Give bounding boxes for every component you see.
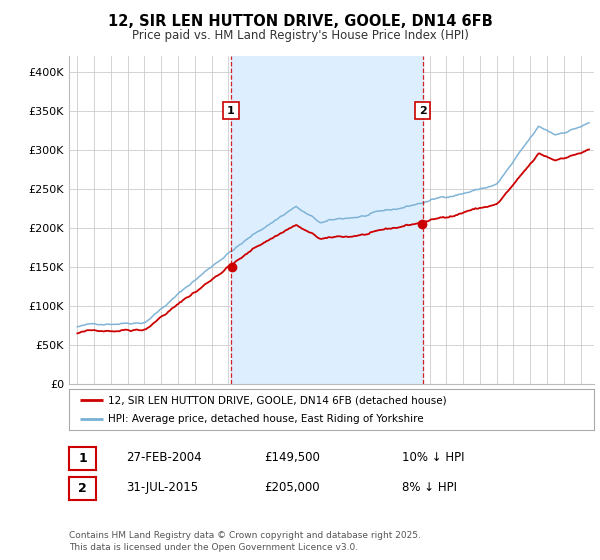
- Text: £205,000: £205,000: [264, 480, 320, 494]
- Text: 12, SIR LEN HUTTON DRIVE, GOOLE, DN14 6FB (detached house): 12, SIR LEN HUTTON DRIVE, GOOLE, DN14 6F…: [109, 395, 447, 405]
- Text: 2: 2: [419, 106, 427, 115]
- Text: 10% ↓ HPI: 10% ↓ HPI: [402, 451, 464, 464]
- Text: 31-JUL-2015: 31-JUL-2015: [126, 480, 198, 494]
- Text: 2: 2: [78, 482, 87, 495]
- Text: 27-FEB-2004: 27-FEB-2004: [126, 451, 202, 464]
- Text: 12, SIR LEN HUTTON DRIVE, GOOLE, DN14 6FB: 12, SIR LEN HUTTON DRIVE, GOOLE, DN14 6F…: [107, 14, 493, 29]
- Text: 8% ↓ HPI: 8% ↓ HPI: [402, 480, 457, 494]
- Text: Contains HM Land Registry data © Crown copyright and database right 2025.
This d: Contains HM Land Registry data © Crown c…: [69, 531, 421, 552]
- Text: 1: 1: [78, 452, 87, 465]
- Bar: [231, 56, 422, 384]
- Text: £149,500: £149,500: [264, 451, 320, 464]
- Text: Price paid vs. HM Land Registry's House Price Index (HPI): Price paid vs. HM Land Registry's House …: [131, 29, 469, 42]
- Text: 1: 1: [227, 106, 235, 115]
- Text: HPI: Average price, detached house, East Riding of Yorkshire: HPI: Average price, detached house, East…: [109, 414, 424, 424]
